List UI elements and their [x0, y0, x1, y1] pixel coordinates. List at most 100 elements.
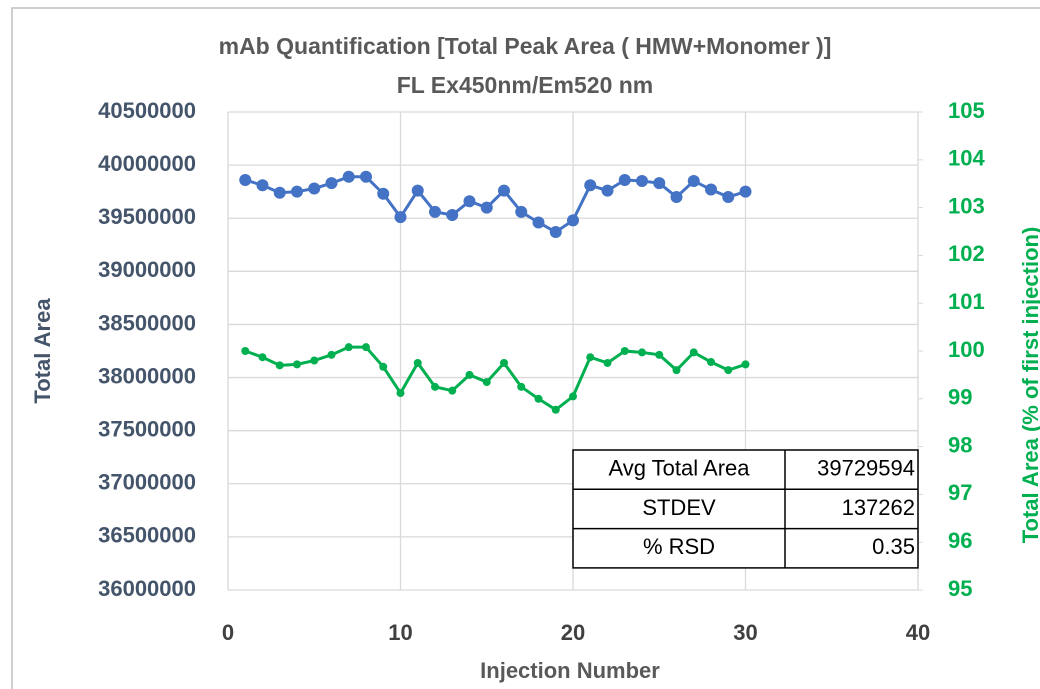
data-point [741, 360, 750, 369]
table-cell: 0.35 [872, 534, 915, 559]
data-point [429, 205, 441, 218]
y-tick-label: 37500000 [98, 416, 196, 441]
data-point [241, 347, 250, 355]
y2-tick-label: 96 [948, 528, 972, 553]
data-point [498, 184, 510, 197]
x-tick-label: 30 [733, 620, 757, 645]
table-cell: % RSD [643, 534, 715, 559]
data-point [291, 185, 303, 198]
data-point [411, 184, 424, 197]
data-point [362, 343, 370, 352]
y2-tick-label: 100 [948, 337, 985, 362]
data-point [618, 173, 631, 186]
y2-tick-label: 98 [948, 432, 972, 457]
y-tick-label: 38500000 [98, 310, 196, 335]
data-point [446, 209, 459, 222]
y-tick-label: 37000000 [98, 470, 196, 495]
table-frame [572, 449, 919, 569]
data-point [344, 343, 353, 352]
data-point [360, 170, 372, 183]
data-point [567, 214, 579, 227]
data-point [636, 175, 648, 188]
data-point [739, 185, 752, 198]
data-point [620, 347, 629, 355]
data-point [569, 392, 577, 401]
y2-tick-label: 95 [948, 576, 972, 601]
data-point [431, 382, 439, 391]
data-point [517, 382, 526, 391]
data-point [672, 366, 681, 375]
data-point [293, 360, 301, 369]
y2-tick-label: 101 [948, 289, 985, 314]
data-point [534, 394, 543, 403]
data-point [586, 353, 595, 362]
data-point [549, 226, 562, 239]
y-axis-label: Total Area [30, 298, 55, 404]
chart-frame [11, 7, 1040, 689]
y-tick-label: 36000000 [98, 576, 196, 601]
data-point [379, 362, 388, 371]
table-cell: 137262 [842, 495, 915, 520]
x-tick-label: 40 [906, 620, 930, 645]
data-point [638, 348, 646, 357]
data-point [377, 187, 390, 200]
data-point [310, 356, 319, 365]
y2-tick-label: 103 [948, 193, 985, 218]
y2-tick-label: 99 [948, 385, 972, 410]
data-point [256, 179, 269, 192]
x-tick-label: 20 [561, 620, 585, 645]
data-point [273, 186, 286, 199]
data-point [342, 170, 355, 183]
data-point [327, 350, 336, 359]
x-tick-label: 0 [222, 620, 234, 645]
table-cell: STDEV [642, 495, 716, 520]
y2-tick-label: 102 [948, 241, 985, 266]
data-point [551, 405, 560, 414]
y-tick-label: 36500000 [98, 523, 196, 548]
data-point [687, 175, 700, 188]
table-cell: Avg Total Area [608, 455, 750, 480]
data-point [515, 205, 528, 218]
data-point [413, 358, 422, 367]
y-tick-label: 40000000 [98, 151, 196, 176]
data-point [705, 183, 717, 196]
data-point [670, 190, 683, 203]
data-point [239, 173, 252, 186]
y-tick-label: 40500000 [98, 98, 196, 123]
table-cell: 39729594 [817, 455, 915, 480]
data-point [655, 350, 664, 359]
chart-subtitle: FL Ex450nm/Em520 nm [397, 72, 654, 98]
data-point [394, 211, 407, 224]
data-point [463, 195, 476, 208]
data-point [707, 357, 715, 366]
data-point [308, 182, 321, 195]
y2-tick-label: 97 [948, 480, 972, 505]
y2-tick-label: 104 [948, 146, 985, 171]
y2-axis-label: Total Area (% of first injection) [1018, 227, 1040, 544]
data-point [653, 177, 666, 190]
data-point [724, 366, 733, 375]
data-point [603, 358, 612, 367]
data-point [601, 184, 614, 197]
x-axis-label: Injection Number [480, 658, 660, 683]
data-point [584, 179, 597, 192]
data-point [275, 361, 284, 370]
y-tick-label: 38000000 [98, 363, 196, 388]
data-point [500, 358, 508, 367]
x-tick-label: 10 [388, 620, 412, 645]
data-point [448, 386, 457, 395]
y2-tick-label: 105 [948, 98, 985, 123]
y-tick-label: 39500000 [98, 204, 196, 229]
chart-title: mAb Quantification [Total Peak Area ( HM… [219, 33, 832, 59]
data-point [689, 348, 698, 357]
data-point [482, 378, 491, 387]
data-point [465, 370, 474, 379]
data-point [480, 201, 493, 214]
data-point [258, 353, 267, 362]
data-point [722, 190, 735, 203]
y-tick-label: 39000000 [98, 257, 196, 282]
data-point [532, 216, 545, 229]
data-point [396, 389, 405, 398]
data-point [325, 177, 338, 190]
